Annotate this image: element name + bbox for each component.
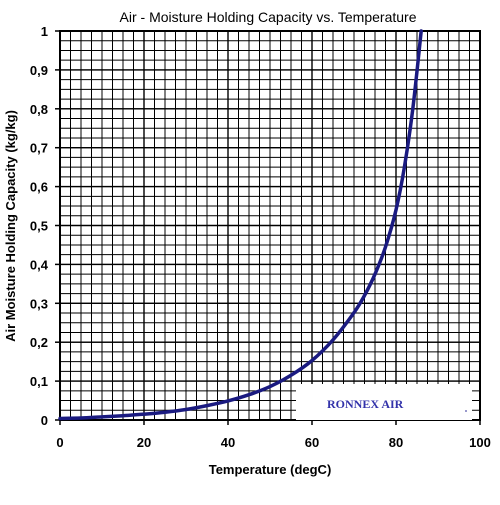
x-tick-label: 60 [305, 435, 319, 450]
x-tick-label: 40 [221, 435, 235, 450]
x-tick-label: 100 [469, 435, 491, 450]
tick-labels: 0 20 40 60 80 100 0 0,1 0,2 0,3 0,4 0,5 0,6 0,7 0,8 0,9… [30, 24, 491, 450]
annotations: RONNEX AIR [296, 384, 472, 420]
x-tick-label: 0 [56, 435, 63, 450]
watermark-text: RONNEX AIR [327, 397, 404, 411]
y-tick-label: 0,5 [30, 219, 48, 234]
grid [59, 30, 481, 421]
chart-title: Air - Moisture Holding Capacity vs. Temp… [120, 9, 417, 25]
y-tick-label: 0,8 [30, 102, 48, 117]
y-tick-label: 0,6 [30, 180, 48, 195]
y-axis-label: Air Moisture Holding Capacity (kg/kg) [3, 110, 18, 342]
series-line [58, 29, 423, 421]
y-tick-label: 0,7 [30, 141, 48, 156]
axes [55, 30, 481, 425]
y-tick-label: 0,3 [30, 296, 48, 311]
y-tick-label: 0,2 [30, 335, 48, 350]
x-tick-label: 20 [137, 435, 151, 450]
y-tick-label: 0 [41, 413, 48, 428]
series [58, 29, 423, 421]
watermark-box [296, 384, 472, 420]
y-tick-label: 0,9 [30, 63, 48, 78]
x-tick-label: 80 [389, 435, 403, 450]
y-tick-label: 1 [41, 24, 48, 39]
y-tick-label: 0,1 [30, 374, 48, 389]
watermark-dot [465, 410, 467, 412]
x-axis-label: Temperature (degC) [209, 462, 332, 477]
y-tick-label: 0,4 [30, 257, 49, 272]
